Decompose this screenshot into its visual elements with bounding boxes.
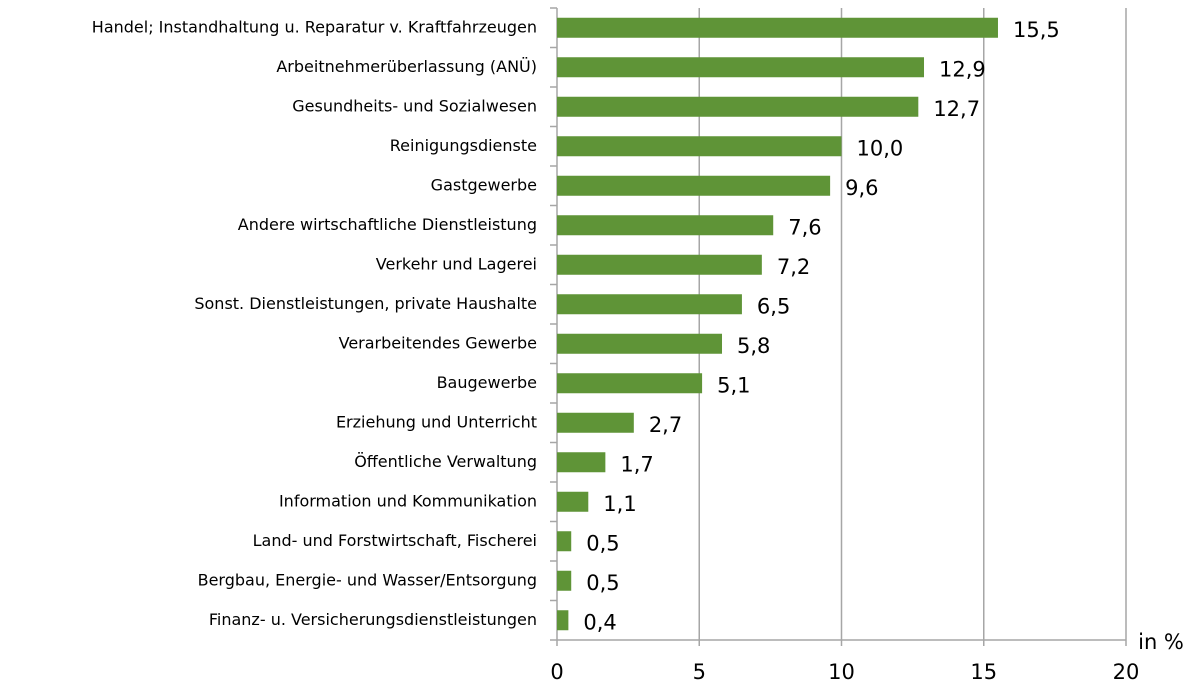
value-label: 1,1	[603, 492, 636, 516]
bar	[557, 136, 842, 157]
y-tick-label: Handel; Instandhaltung u. Reparatur v. K…	[92, 17, 537, 36]
y-tick-label: Reinigungsdienste	[390, 136, 537, 155]
bar	[557, 412, 634, 433]
value-label: 7,2	[777, 255, 810, 279]
bar	[557, 17, 998, 38]
x-tick-label: 5	[693, 660, 706, 684]
value-label: 12,7	[933, 97, 980, 121]
bar	[557, 254, 762, 275]
value-label: 0,5	[586, 571, 619, 595]
bar	[557, 491, 589, 512]
bar	[557, 57, 925, 78]
y-tick-label: Andere wirtschaftliche Dienstleistung	[238, 215, 537, 234]
value-label: 6,5	[757, 294, 790, 318]
bar	[557, 570, 572, 591]
y-tick-label: Sonst. Dienstleistungen, private Haushal…	[194, 294, 537, 313]
bar	[557, 175, 831, 196]
y-tick-label: Arbeitnehmerüberlassung (ANÜ)	[276, 57, 537, 76]
value-label: 9,6	[845, 176, 878, 200]
x-tick-label: 20	[1113, 660, 1140, 684]
value-label: 1,7	[620, 452, 653, 476]
bar	[557, 373, 703, 394]
y-tick-label: Bergbau, Energie- und Wasser/Entsorgung	[198, 570, 537, 589]
bar	[557, 610, 569, 631]
bar	[557, 452, 606, 473]
value-label: 15,5	[1013, 18, 1060, 42]
y-tick-label: Gastgewerbe	[431, 175, 537, 194]
x-tick-label: 0	[550, 660, 563, 684]
y-tick-label: Erziehung und Unterricht	[336, 412, 537, 431]
y-tick-label: Information und Kommunikation	[279, 491, 537, 510]
value-label: 10,0	[857, 136, 904, 160]
y-tick-label: Verarbeitendes Gewerbe	[339, 333, 537, 352]
x-tick-label: 10	[828, 660, 855, 684]
y-tick-label: Verkehr und Lagerei	[376, 254, 537, 273]
value-label: 0,4	[583, 610, 616, 634]
value-label: 5,1	[717, 373, 750, 397]
value-label: 12,9	[939, 57, 986, 81]
bar	[557, 294, 742, 315]
value-label: 0,5	[586, 531, 619, 555]
value-label: 5,8	[737, 334, 770, 358]
bar	[557, 215, 774, 236]
bar	[557, 333, 723, 354]
bar	[557, 531, 572, 552]
y-tick-label: Gesundheits- und Sozialwesen	[292, 96, 537, 115]
x-tick-label: 15	[970, 660, 997, 684]
y-tick-label: Finanz- u. Versicherungsdienstleistungen	[209, 610, 537, 629]
y-tick-label: Öffentliche Verwaltung	[354, 452, 537, 471]
y-tick-label: Land- und Forstwirtschaft, Fischerei	[253, 531, 537, 550]
bar	[557, 96, 919, 117]
value-label: 7,6	[788, 215, 821, 239]
value-label: 2,7	[649, 413, 682, 437]
x-axis-label: in %	[1138, 630, 1184, 654]
y-tick-label: Baugewerbe	[437, 373, 537, 392]
